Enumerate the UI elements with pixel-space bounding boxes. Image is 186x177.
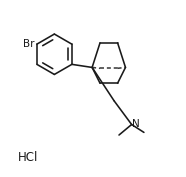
Text: Br: Br: [23, 39, 34, 49]
Text: N: N: [132, 119, 140, 129]
Text: HCl: HCl: [17, 151, 38, 164]
